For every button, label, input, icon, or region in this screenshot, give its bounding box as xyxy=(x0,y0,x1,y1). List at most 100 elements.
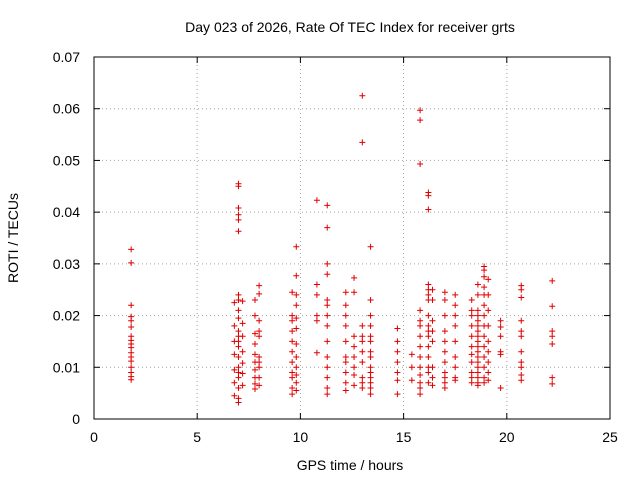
data-point xyxy=(485,338,492,345)
data-point xyxy=(441,369,448,376)
data-point xyxy=(497,384,504,391)
data-point xyxy=(235,228,242,235)
data-point xyxy=(441,312,448,319)
data-point xyxy=(251,366,258,373)
data-point xyxy=(289,359,296,366)
data-point xyxy=(231,366,238,373)
data-point xyxy=(359,384,366,391)
data-point xyxy=(342,379,349,386)
data-point xyxy=(367,391,374,398)
data-point xyxy=(342,353,349,360)
data-point xyxy=(485,276,492,283)
data-point xyxy=(441,374,448,381)
data-point xyxy=(429,286,436,293)
data-point xyxy=(313,312,320,319)
data-point xyxy=(256,333,263,340)
data-points xyxy=(128,92,556,406)
data-point xyxy=(251,330,258,337)
data-point xyxy=(367,297,374,304)
y-tick-label: 0.06 xyxy=(53,101,80,117)
data-point xyxy=(324,374,331,381)
data-point xyxy=(289,328,296,335)
data-point xyxy=(231,392,238,399)
data-point xyxy=(289,391,296,398)
data-point xyxy=(441,384,448,391)
data-point xyxy=(293,387,300,394)
data-point xyxy=(231,322,238,329)
data-point xyxy=(497,351,504,358)
data-point xyxy=(313,281,320,288)
data-point xyxy=(549,303,556,310)
data-point xyxy=(425,322,432,329)
data-point xyxy=(128,302,135,309)
data-point xyxy=(425,312,432,319)
data-point xyxy=(549,333,556,340)
data-point xyxy=(128,344,135,351)
data-point xyxy=(342,369,349,376)
data-point xyxy=(256,382,263,389)
data-point xyxy=(367,312,374,319)
data-point xyxy=(417,317,424,324)
data-point xyxy=(474,291,481,298)
data-point xyxy=(417,364,424,371)
data-point xyxy=(293,291,300,298)
data-point xyxy=(235,183,242,190)
data-point xyxy=(324,322,331,329)
data-point xyxy=(468,374,475,381)
data-point xyxy=(485,369,492,376)
data-point xyxy=(324,364,331,371)
data-point xyxy=(481,284,488,291)
data-point xyxy=(289,369,296,376)
data-point xyxy=(474,328,481,335)
data-point xyxy=(359,322,366,329)
data-point xyxy=(425,192,432,199)
data-point xyxy=(235,343,242,350)
data-point xyxy=(518,328,525,335)
data-point xyxy=(359,374,366,381)
data-point xyxy=(256,374,263,381)
data-point xyxy=(425,353,432,360)
data-point xyxy=(293,353,300,360)
data-point xyxy=(425,343,432,350)
data-point xyxy=(474,348,481,355)
data-point xyxy=(231,379,238,386)
data-point xyxy=(452,312,459,319)
data-point xyxy=(235,315,242,322)
x-tick-label: 20 xyxy=(499,429,515,445)
data-point xyxy=(441,359,448,366)
grid-lines xyxy=(94,57,610,419)
data-point xyxy=(289,317,296,324)
data-point xyxy=(239,333,246,340)
data-point xyxy=(468,333,475,340)
x-tick-label: 15 xyxy=(396,429,412,445)
data-point xyxy=(549,374,556,381)
data-point xyxy=(452,291,459,298)
data-point xyxy=(367,348,374,355)
data-point xyxy=(417,391,424,398)
data-point xyxy=(485,359,492,366)
data-point xyxy=(468,359,475,366)
data-point xyxy=(293,364,300,371)
y-tick-label: 0.07 xyxy=(53,49,80,65)
data-point xyxy=(289,384,296,391)
data-point xyxy=(441,338,448,345)
data-point xyxy=(128,364,135,371)
data-point xyxy=(351,382,358,389)
data-point xyxy=(351,343,358,350)
data-point xyxy=(256,359,263,366)
data-point xyxy=(293,379,300,386)
data-point xyxy=(313,317,320,324)
data-point xyxy=(481,379,488,386)
data-point xyxy=(441,289,448,296)
y-tick-label: 0.04 xyxy=(53,204,80,220)
data-point xyxy=(231,299,238,306)
x-tick-label: 10 xyxy=(293,429,309,445)
data-point xyxy=(367,374,374,381)
data-point xyxy=(497,317,504,324)
data-point xyxy=(256,328,263,335)
data-point xyxy=(359,348,366,355)
data-point xyxy=(235,297,242,304)
data-point xyxy=(359,139,366,146)
x-tick-label: 5 xyxy=(193,429,201,445)
